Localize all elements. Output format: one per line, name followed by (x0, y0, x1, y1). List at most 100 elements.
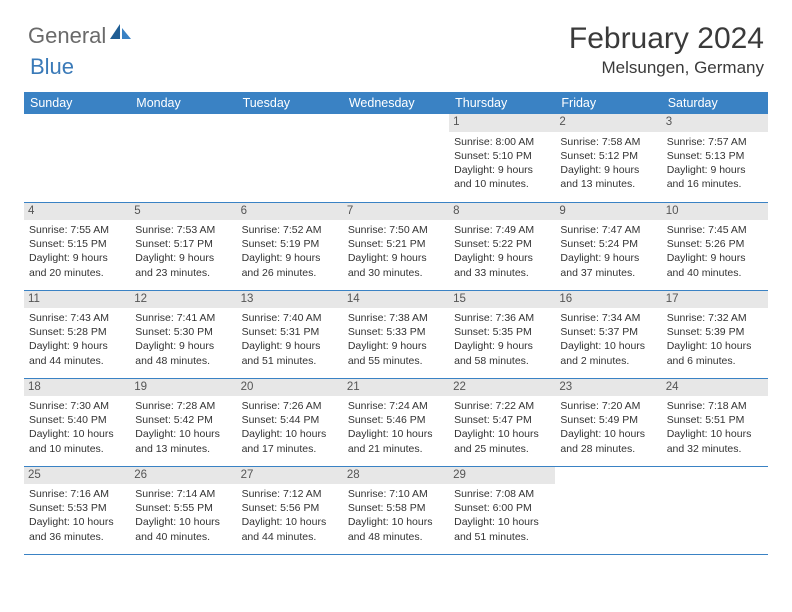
weekday-header-row: SundayMondayTuesdayWednesdayThursdayFrid… (24, 92, 768, 114)
day-number: 8 (449, 203, 555, 221)
day-info: Sunrise: 7:41 AMSunset: 5:30 PMDaylight:… (135, 311, 231, 368)
title-block: February 2024 Melsungen, Germany (569, 22, 764, 78)
day-number: 16 (555, 291, 661, 309)
weekday-header: Sunday (24, 92, 130, 114)
day-info: Sunrise: 7:22 AMSunset: 5:47 PMDaylight:… (454, 399, 550, 456)
calendar-day-cell: 4 Sunrise: 7:55 AMSunset: 5:15 PMDaylight… (24, 202, 130, 290)
day-info: Sunrise: 7:36 AMSunset: 5:35 PMDaylight:… (454, 311, 550, 368)
calendar-day-cell: 11 Sunrise: 7:43 AMSunset: 5:28 PMDayligh… (24, 290, 130, 378)
day-number: 14 (343, 291, 449, 309)
calendar-day-cell: 9Sunrise: 7:47 AMSunset: 5:24 PMDaylight… (555, 202, 661, 290)
page-title: February 2024 (569, 22, 764, 56)
calendar-day-cell: 20 Sunrise: 7:26 AMSunset: 5:44 PMDayligh… (237, 378, 343, 466)
calendar-day-cell: 6 Sunrise: 7:52 AMSunset: 5:19 PMDaylight… (237, 202, 343, 290)
day-number: 18 (24, 379, 130, 397)
day-number: 24 (662, 379, 768, 397)
day-number: 1 (449, 114, 555, 132)
calendar-week-row: 11 Sunrise: 7:43 AMSunset: 5:28 PMDayligh… (24, 290, 768, 378)
calendar-table: SundayMondayTuesdayWednesdayThursdayFrid… (24, 92, 768, 555)
day-number: 12 (130, 291, 236, 309)
calendar-day-cell: 19Sunrise: 7:28 AMSunset: 5:42 PMDayligh… (130, 378, 236, 466)
calendar-day-cell (662, 466, 768, 554)
day-info: Sunrise: 7:16 AMSunset: 5:53 PMDaylight:… (29, 487, 125, 544)
calendar-day-cell: 21 Sunrise: 7:24 AMSunset: 5:46 PMDayligh… (343, 378, 449, 466)
calendar-day-cell: 5Sunrise: 7:53 AMSunset: 5:17 PMDaylight… (130, 202, 236, 290)
day-info: Sunrise: 7:52 AMSunset: 5:19 PMDaylight:… (242, 223, 338, 280)
day-number: 6 (237, 203, 343, 221)
calendar-week-row: 1 Sunrise: 8:00 AMSunset: 5:10 PMDaylight… (24, 114, 768, 202)
day-number: 29 (449, 467, 555, 485)
calendar-day-cell (343, 114, 449, 202)
day-number: 21 (343, 379, 449, 397)
calendar-day-cell: 16 Sunrise: 7:34 AMSunset: 5:37 PMDayligh… (555, 290, 661, 378)
day-number: 20 (237, 379, 343, 397)
day-info: Sunrise: 7:50 AMSunset: 5:21 PMDaylight:… (348, 223, 444, 280)
day-number: 11 (24, 291, 130, 309)
day-info: Sunrise: 7:40 AMSunset: 5:31 PMDaylight:… (242, 311, 338, 368)
weekday-header: Friday (555, 92, 661, 114)
calendar-day-cell: 13Sunrise: 7:40 AMSunset: 5:31 PMDayligh… (237, 290, 343, 378)
header: General February 2024 Melsungen, Germany (0, 0, 792, 86)
day-info: Sunrise: 7:18 AMSunset: 5:51 PMDaylight:… (667, 399, 763, 456)
calendar-day-cell: 12 Sunrise: 7:41 AMSunset: 5:30 PMDayligh… (130, 290, 236, 378)
weekday-header: Monday (130, 92, 236, 114)
calendar-day-cell: 17 Sunrise: 7:32 AMSunset: 5:39 PMDayligh… (662, 290, 768, 378)
day-info: Sunrise: 7:14 AMSunset: 5:55 PMDaylight:… (135, 487, 231, 544)
day-number: 28 (343, 467, 449, 485)
day-number: 22 (449, 379, 555, 397)
weekday-header: Thursday (449, 92, 555, 114)
day-info: Sunrise: 7:34 AMSunset: 5:37 PMDaylight:… (560, 311, 656, 368)
day-info: Sunrise: 7:20 AMSunset: 5:49 PMDaylight:… (560, 399, 656, 456)
calendar-week-row: 4 Sunrise: 7:55 AMSunset: 5:15 PMDaylight… (24, 202, 768, 290)
logo-text-general: General (28, 23, 106, 49)
calendar-day-cell: 15 Sunrise: 7:36 AMSunset: 5:35 PMDayligh… (449, 290, 555, 378)
day-info: Sunrise: 7:58 AMSunset: 5:12 PMDaylight:… (560, 135, 656, 192)
day-info: Sunrise: 7:53 AMSunset: 5:17 PMDaylight:… (135, 223, 231, 280)
day-number: 25 (24, 467, 130, 485)
calendar-day-cell: 29 Sunrise: 7:08 AMSunset: 6:00 PMDayligh… (449, 466, 555, 554)
day-info: Sunrise: 7:30 AMSunset: 5:40 PMDaylight:… (29, 399, 125, 456)
calendar-day-cell: 27 Sunrise: 7:12 AMSunset: 5:56 PMDayligh… (237, 466, 343, 554)
day-info: Sunrise: 7:57 AMSunset: 5:13 PMDaylight:… (667, 135, 763, 192)
calendar-day-cell: 18 Sunrise: 7:30 AMSunset: 5:40 PMDayligh… (24, 378, 130, 466)
day-number: 26 (130, 467, 236, 485)
day-number: 17 (662, 291, 768, 309)
weekday-header: Wednesday (343, 92, 449, 114)
day-number: 3 (662, 114, 768, 132)
day-number: 7 (343, 203, 449, 221)
calendar-week-row: 25 Sunrise: 7:16 AMSunset: 5:53 PMDayligh… (24, 466, 768, 554)
day-info: Sunrise: 7:38 AMSunset: 5:33 PMDaylight:… (348, 311, 444, 368)
calendar-day-cell: 25 Sunrise: 7:16 AMSunset: 5:53 PMDayligh… (24, 466, 130, 554)
day-info: Sunrise: 7:47 AMSunset: 5:24 PMDaylight:… (560, 223, 656, 280)
day-number: 15 (449, 291, 555, 309)
calendar-day-cell (24, 114, 130, 202)
day-number: 19 (130, 379, 236, 397)
calendar-day-cell: 2 Sunrise: 7:58 AMSunset: 5:12 PMDaylight… (555, 114, 661, 202)
location-subtitle: Melsungen, Germany (569, 58, 764, 78)
day-number: 10 (662, 203, 768, 221)
day-info: Sunrise: 7:12 AMSunset: 5:56 PMDaylight:… (242, 487, 338, 544)
day-number: 2 (555, 114, 661, 132)
day-info: Sunrise: 7:32 AMSunset: 5:39 PMDaylight:… (667, 311, 763, 368)
calendar-day-cell: 24 Sunrise: 7:18 AMSunset: 5:51 PMDayligh… (662, 378, 768, 466)
day-info: Sunrise: 7:10 AMSunset: 5:58 PMDaylight:… (348, 487, 444, 544)
calendar-day-cell (555, 466, 661, 554)
day-info: Sunrise: 8:00 AMSunset: 5:10 PMDaylight:… (454, 135, 550, 192)
day-number: 27 (237, 467, 343, 485)
calendar-day-cell: 3 Sunrise: 7:57 AMSunset: 5:13 PMDaylight… (662, 114, 768, 202)
day-info: Sunrise: 7:24 AMSunset: 5:46 PMDaylight:… (348, 399, 444, 456)
day-info: Sunrise: 7:43 AMSunset: 5:28 PMDaylight:… (29, 311, 125, 368)
calendar-day-cell: 7 Sunrise: 7:50 AMSunset: 5:21 PMDaylight… (343, 202, 449, 290)
logo-text-blue: Blue (30, 54, 74, 80)
calendar-day-cell: 26 Sunrise: 7:14 AMSunset: 5:55 PMDayligh… (130, 466, 236, 554)
day-info: Sunrise: 7:08 AMSunset: 6:00 PMDaylight:… (454, 487, 550, 544)
weekday-header: Tuesday (237, 92, 343, 114)
day-info: Sunrise: 7:55 AMSunset: 5:15 PMDaylight:… (29, 223, 125, 280)
day-number: 23 (555, 379, 661, 397)
day-info: Sunrise: 7:26 AMSunset: 5:44 PMDaylight:… (242, 399, 338, 456)
calendar-day-cell (130, 114, 236, 202)
calendar-day-cell: 1 Sunrise: 8:00 AMSunset: 5:10 PMDaylight… (449, 114, 555, 202)
day-number: 4 (24, 203, 130, 221)
calendar-day-cell: 10Sunrise: 7:45 AMSunset: 5:26 PMDayligh… (662, 202, 768, 290)
calendar-day-cell: 28 Sunrise: 7:10 AMSunset: 5:58 PMDayligh… (343, 466, 449, 554)
